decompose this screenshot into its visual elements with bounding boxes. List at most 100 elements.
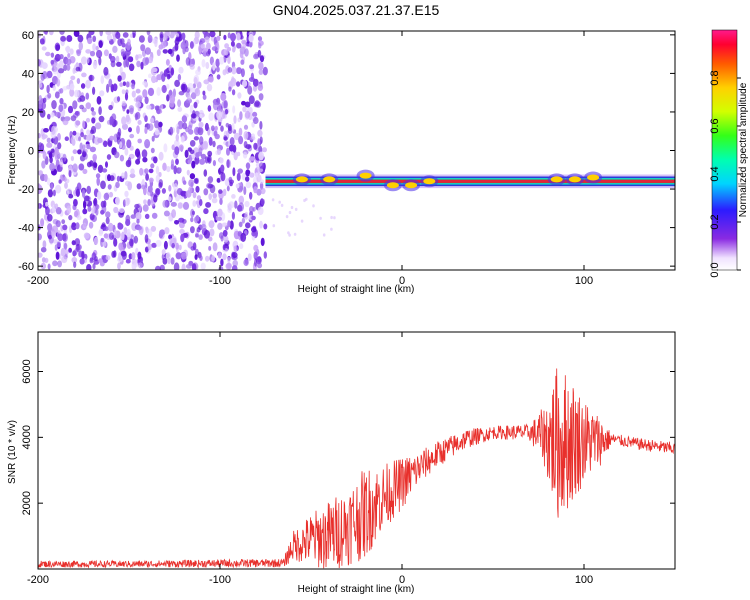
noise-speck	[188, 129, 194, 135]
noise-speck	[194, 88, 201, 97]
noise-speck	[237, 92, 242, 99]
noise-speck	[109, 116, 114, 125]
noise-speck	[144, 127, 148, 134]
noise-speck	[260, 198, 265, 206]
noise-speck	[59, 97, 64, 105]
noise-speck	[147, 123, 154, 131]
noise-speck	[164, 227, 170, 235]
noise-speck	[86, 161, 92, 168]
noise-speck	[130, 214, 136, 219]
noise-speck	[93, 236, 99, 246]
noise-speck	[220, 93, 227, 101]
noise-speck	[238, 221, 243, 228]
noise-speck	[257, 256, 262, 263]
noise-speck	[251, 226, 257, 233]
noise-speck	[257, 36, 263, 42]
noise-speck	[257, 206, 264, 216]
noise-speck	[117, 262, 121, 270]
noise-speck	[108, 191, 114, 198]
noise-speck	[227, 47, 232, 52]
noise-speck	[55, 184, 62, 194]
colorbar-tick-label: 0.6	[709, 118, 721, 133]
noise-speck	[105, 211, 111, 219]
noise-speck	[206, 42, 211, 50]
noise-speck	[166, 83, 170, 90]
noise-speck	[212, 242, 218, 252]
band-disturbance-core	[386, 182, 399, 189]
noise-speck	[177, 106, 183, 112]
noise-speck	[65, 58, 72, 66]
noise-speck	[232, 167, 236, 177]
noise-speck	[192, 242, 197, 251]
noise-speck	[133, 262, 139, 268]
x-tick-label: -200	[27, 275, 49, 287]
noise-speck	[207, 157, 211, 163]
noise-speck	[212, 140, 216, 148]
noise-speck	[226, 147, 230, 156]
noise-speck	[122, 81, 126, 86]
band-disturbance-core	[295, 176, 308, 183]
noise-speck	[57, 142, 62, 150]
noise-speck	[162, 257, 168, 265]
noise-speck	[167, 257, 171, 265]
noise-speck	[227, 55, 231, 64]
noise-speck	[175, 242, 180, 250]
noise-speck	[128, 56, 134, 63]
noise-speck	[124, 171, 128, 180]
noise-speck	[248, 95, 255, 105]
noise-speck	[252, 78, 259, 87]
noise-speck	[85, 117, 91, 123]
noise-speck	[233, 115, 237, 124]
noise-speck	[99, 31, 103, 37]
noise-speck	[190, 217, 194, 223]
noise-speck	[76, 50, 81, 57]
noise-speck	[68, 214, 73, 221]
noise-speck	[95, 45, 99, 51]
noise-speck	[236, 42, 242, 49]
noise-speck	[41, 102, 46, 110]
noise-speck	[244, 200, 250, 208]
noise-speck	[229, 181, 233, 187]
noise-speck	[97, 164, 104, 173]
noise-speck	[242, 106, 247, 113]
noise-speck	[85, 102, 92, 110]
noise-speck	[258, 151, 264, 161]
noise-speck	[188, 179, 194, 187]
noise-speck	[127, 181, 133, 191]
noise-speck	[99, 90, 105, 97]
noise-speck	[131, 83, 135, 90]
noise-speck	[91, 207, 95, 215]
noise-speck	[83, 195, 90, 202]
noise-speck	[53, 69, 59, 75]
noise-speck	[240, 59, 245, 65]
noise-speck	[105, 74, 110, 80]
noise-speck	[192, 200, 197, 207]
noise-speck	[258, 162, 264, 170]
noise-speck	[140, 44, 146, 52]
noise-speck	[124, 92, 129, 101]
colorbar-tick-label: 0.8	[709, 70, 721, 85]
noise-speck	[220, 258, 224, 267]
noise-speck	[59, 31, 65, 35]
noise-speck	[85, 79, 91, 89]
noise-speck	[66, 64, 71, 71]
noise-speck	[194, 155, 200, 165]
noise-speck	[230, 77, 237, 87]
noise-speck	[151, 212, 158, 219]
noise-speck	[128, 127, 132, 133]
noise-speck	[211, 46, 218, 51]
noise-speck	[98, 228, 104, 235]
noise-speck	[131, 252, 136, 261]
noise-speck	[294, 207, 298, 211]
noise-speck	[121, 231, 125, 241]
noise-speck	[56, 78, 61, 87]
noise-speck	[82, 208, 88, 215]
noise-speck	[101, 255, 105, 261]
x-tick-label: 0	[399, 275, 405, 287]
noise-speck	[121, 116, 127, 126]
noise-speck	[38, 59, 41, 67]
noise-speck	[239, 243, 244, 250]
noise-speck	[80, 56, 87, 65]
noise-speck	[206, 83, 213, 92]
